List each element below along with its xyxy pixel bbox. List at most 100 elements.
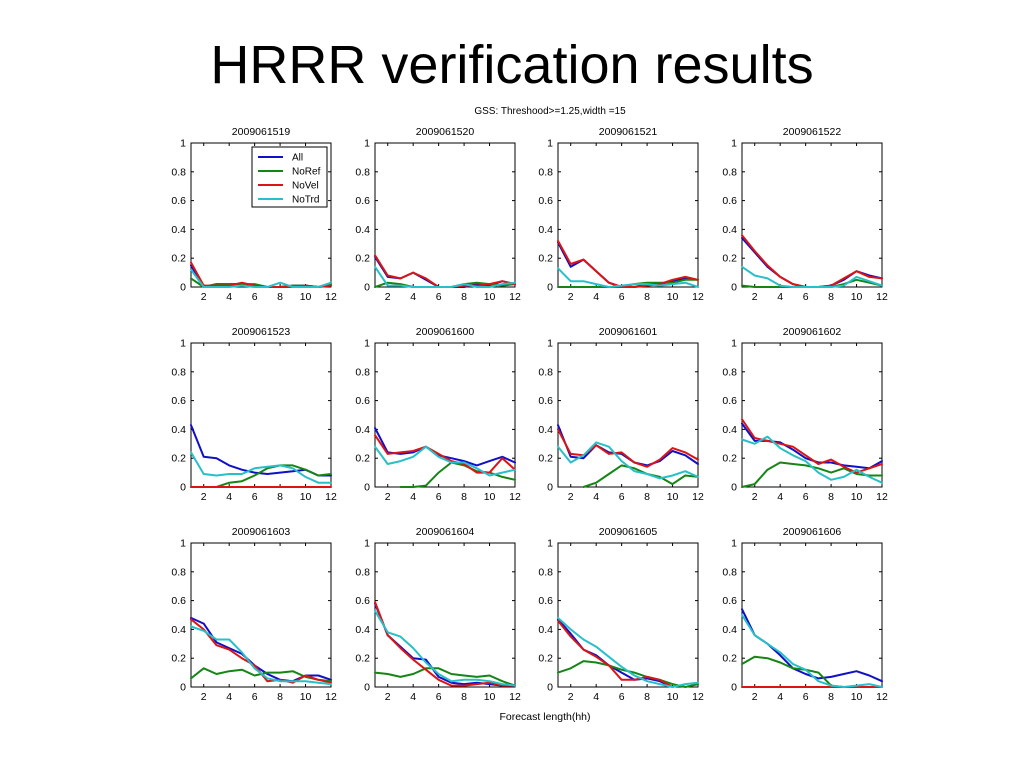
subplot-title: 2009061605 xyxy=(599,526,658,538)
y-tick-label: 0.2 xyxy=(355,453,370,465)
legend: All NoRef NoVel NoTrd xyxy=(251,146,328,208)
y-tick-label: 1 xyxy=(364,538,370,550)
y-tick-label: 0 xyxy=(364,682,370,694)
y-tick-label: 1 xyxy=(180,138,186,150)
y-tick-label: 1 xyxy=(180,338,186,350)
x-tick-label: 4 xyxy=(226,291,232,303)
y-tick-label: 0 xyxy=(364,482,370,494)
x-tick-label: 2 xyxy=(752,291,758,303)
x-tick-label: 2 xyxy=(385,491,391,503)
y-tick-label: 0.6 xyxy=(171,195,186,207)
y-tick-label: 0.8 xyxy=(722,566,737,578)
x-tick-label: 6 xyxy=(619,291,625,303)
x-tick-label: 4 xyxy=(410,691,416,703)
subplot-title: 2009061522 xyxy=(783,126,842,138)
x-tick-label: 12 xyxy=(325,691,337,703)
y-tick-label: 1 xyxy=(731,138,737,150)
x-tick-label: 6 xyxy=(252,291,258,303)
y-tick-label: 0 xyxy=(731,282,737,294)
x-tick-label: 12 xyxy=(692,691,704,703)
series-line-noref xyxy=(374,667,516,687)
x-tick-label: 12 xyxy=(509,491,521,503)
y-tick-label: 0.2 xyxy=(538,653,553,665)
axes-frame xyxy=(374,342,516,488)
y-tick-label: 0.4 xyxy=(722,624,737,636)
x-tick-label: 8 xyxy=(644,691,650,703)
y-tick-label: 0.6 xyxy=(171,595,186,607)
y-tick-label: 0.6 xyxy=(722,595,737,607)
axes-frame xyxy=(190,542,332,688)
y-tick-label: 0 xyxy=(364,282,370,294)
y-tick-label: 0.2 xyxy=(722,453,737,465)
y-tick-label: 0.6 xyxy=(722,395,737,407)
legend-label: NoVel xyxy=(292,181,319,192)
x-tick-label: 10 xyxy=(851,691,863,703)
y-tick-label: 0.2 xyxy=(171,253,186,265)
y-tick-label: 1 xyxy=(180,538,186,550)
series-line-notrd xyxy=(190,451,332,484)
y-tick-label: 1 xyxy=(547,138,553,150)
legend-label: All xyxy=(292,153,303,164)
series-line-novel xyxy=(557,239,699,288)
x-tick-label: 8 xyxy=(828,291,834,303)
series-line-notrd xyxy=(190,625,332,686)
y-tick-label: 0.6 xyxy=(355,395,370,407)
x-tick-label: 12 xyxy=(509,291,521,303)
axes-frame xyxy=(557,542,699,688)
x-tick-label: 10 xyxy=(300,691,312,703)
x-tick-label: 4 xyxy=(410,491,416,503)
series-line-notrd xyxy=(741,614,883,688)
series-line-notrd xyxy=(190,268,332,288)
x-tick-label: 12 xyxy=(325,491,337,503)
axes-frame xyxy=(557,142,699,288)
y-tick-label: 0.2 xyxy=(722,253,737,265)
y-tick-label: 1 xyxy=(547,338,553,350)
y-tick-label: 0.4 xyxy=(171,624,186,636)
y-tick-label: 1 xyxy=(364,138,370,150)
x-tick-label: 4 xyxy=(593,691,599,703)
y-tick-label: 0.4 xyxy=(355,424,370,436)
y-tick-label: 1 xyxy=(364,338,370,350)
x-tick-label: 6 xyxy=(252,491,258,503)
x-tick-label: 4 xyxy=(226,491,232,503)
subplot-title: 2009061523 xyxy=(232,326,291,338)
x-tick-label: 10 xyxy=(667,691,679,703)
y-tick-label: 0.4 xyxy=(171,224,186,236)
x-tick-label: 2 xyxy=(752,491,758,503)
x-tick-label: 10 xyxy=(667,491,679,503)
x-tick-label: 2 xyxy=(568,691,574,703)
y-tick-label: 0.2 xyxy=(171,653,186,665)
y-tick-label: 0.4 xyxy=(538,424,553,436)
y-tick-label: 0.8 xyxy=(722,166,737,178)
x-tick-label: 2 xyxy=(201,291,207,303)
x-tick-label: 10 xyxy=(667,291,679,303)
x-tick-label: 2 xyxy=(568,491,574,503)
x-tick-label: 6 xyxy=(803,291,809,303)
y-tick-label: 0.6 xyxy=(355,195,370,207)
x-tick-label: 6 xyxy=(436,691,442,703)
series-line-notrd xyxy=(374,445,516,477)
y-tick-label: 0.6 xyxy=(538,195,553,207)
x-tick-label: 4 xyxy=(593,291,599,303)
y-tick-label: 0.4 xyxy=(171,424,186,436)
x-tick-label: 4 xyxy=(226,691,232,703)
subplot-title: 2009061520 xyxy=(416,126,475,138)
x-tick-label: 12 xyxy=(509,691,521,703)
x-tick-label: 8 xyxy=(828,491,834,503)
x-tick-label: 10 xyxy=(851,291,863,303)
x-tick-label: 8 xyxy=(461,291,467,303)
series-line-notrd xyxy=(741,435,883,484)
y-tick-label: 0.8 xyxy=(355,166,370,178)
x-tick-label: 6 xyxy=(803,691,809,703)
axes-frame xyxy=(374,542,516,688)
x-tick-label: 12 xyxy=(876,691,888,703)
x-tick-label: 8 xyxy=(277,491,283,503)
